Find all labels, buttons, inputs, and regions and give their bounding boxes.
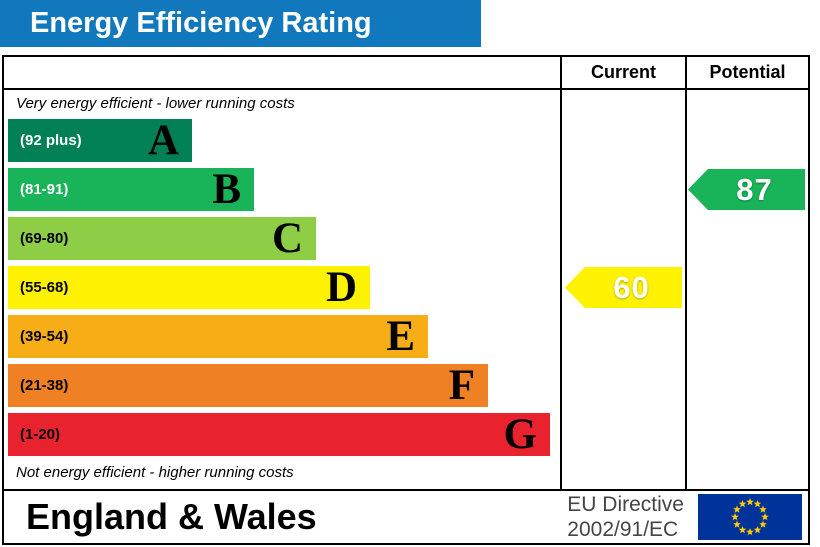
band-letter: A [147,117,179,164]
band-bar-b: (81-91) B [8,168,254,211]
potential-column-label: Potential [709,62,786,82]
band-letter: E [386,313,415,360]
band-bar-e: (39-54) E [8,315,428,358]
band-row-f: (21-38) F [8,361,560,410]
band-range-label: (21-38) [20,377,69,394]
band-row-e: (39-54) E [8,312,560,361]
band-bar-f: (21-38) F [8,364,488,407]
band-letter: F [448,362,475,409]
eu-directive-line1: EU Directive [567,493,684,516]
eu-flag-icon [698,494,802,540]
band-row-a: (92 plus) A [8,116,560,165]
band-letter: G [503,411,537,458]
current-rating-arrow: 60 [565,267,682,308]
eu-directive-label: EU Directive 2002/91/EC [567,492,698,542]
footer: England & Wales EU Directive 2002/91/EC [2,489,810,545]
eu-directive-line2: 2002/91/EC [567,518,679,541]
current-column-header: Current [560,57,685,90]
potential-rating-arrow: 87 [688,169,805,210]
band-row-d: (55-68) D [8,263,560,312]
band-range-label: (69-80) [20,230,69,247]
current-column: 60 [560,90,685,489]
band-bar-d: (55-68) D [8,266,370,309]
band-range-label: (1-20) [20,426,61,443]
table-header-spacer [4,57,560,90]
band-row-c: (69-80) C [8,214,560,263]
potential-rating-value: 87 [736,171,773,207]
band-range-label: (81-91) [20,181,69,198]
page-title: Energy Efficiency Rating [30,7,372,39]
band-bar-g: (1-20) G [8,413,550,456]
region-label: England & Wales [26,496,317,537]
band-bar-a: (92 plus) A [8,119,192,162]
bands-list: (92 plus) A (81-91) B (69-80) C (55-68) … [4,116,560,459]
band-row-b: (81-91) B [8,165,560,214]
band-range-label: (39-54) [20,328,69,345]
band-letter: D [325,264,357,311]
table-header-row: Current Potential [4,57,808,90]
band-range-label: (92 plus) [20,132,82,149]
bands-area: Very energy efficient - lower running co… [4,90,560,489]
current-column-label: Current [590,62,656,82]
band-bar-c: (69-80) C [8,217,316,260]
table-body: Very energy efficient - lower running co… [4,90,808,489]
title-bar: Energy Efficiency Rating [0,0,481,47]
band-row-g: (1-20) G [8,410,560,459]
top-note: Very energy efficient - lower running co… [16,95,295,112]
rating-table: Current Potential Very energy efficient … [2,55,810,491]
current-rating-value: 60 [613,269,650,305]
band-letter: B [212,166,241,213]
band-letter: C [271,215,303,262]
potential-column-header: Potential [685,57,808,90]
potential-column: 87 [685,90,808,489]
band-range-label: (55-68) [20,279,69,296]
bottom-note: Not energy efficient - higher running co… [16,464,294,481]
